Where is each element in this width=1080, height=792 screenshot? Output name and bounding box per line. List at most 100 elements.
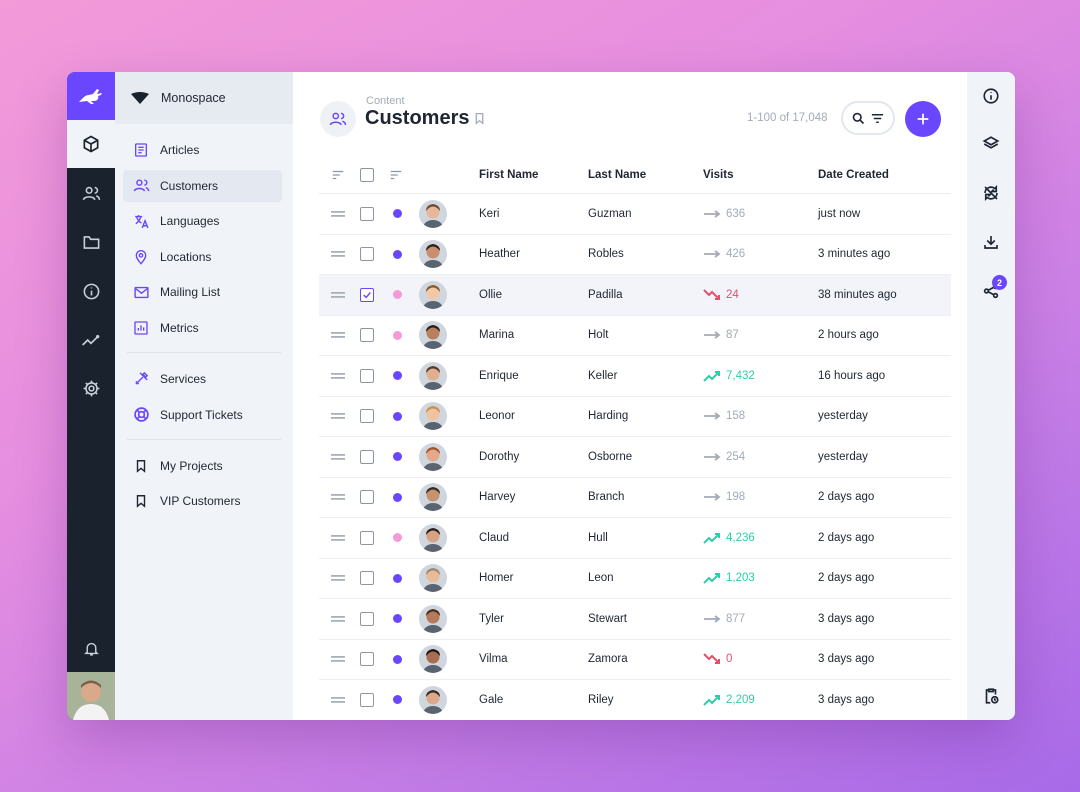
table-row[interactable]: Enrique Keller 7,432 16 hours ago [319, 356, 951, 397]
rabbit-logo-icon[interactable] [67, 72, 115, 120]
nav-item-mailing-list[interactable]: Mailing List [123, 276, 285, 308]
drag-handle-icon[interactable] [331, 235, 345, 275]
nav-item-support-tickets[interactable]: Support Tickets [123, 399, 285, 431]
trend-flat-icon [703, 492, 721, 502]
table-row[interactable]: Leonor Harding 158 yesterday [319, 397, 951, 437]
table-row[interactable]: Vilma Zamora 0 3 days ago [319, 640, 951, 680]
row-checkbox[interactable] [360, 449, 374, 464]
table-row[interactable]: Ollie Padilla 24 38 minutes ago [319, 275, 951, 316]
files-module-icon[interactable] [67, 218, 115, 266]
row-checkbox[interactable] [360, 530, 374, 545]
column-header-first-name[interactable]: First Name [479, 168, 539, 181]
share-icon[interactable]: 2 [967, 267, 1015, 315]
content-module-icon[interactable] [67, 120, 115, 168]
date-created-cell: 2 hours ago [818, 329, 879, 342]
row-checkbox[interactable] [360, 328, 374, 343]
info-module-icon[interactable] [67, 267, 115, 315]
row-checkbox[interactable] [360, 287, 374, 302]
nav-item-locations[interactable]: Locations [123, 241, 285, 273]
sort-icon[interactable] [331, 156, 345, 193]
drag-handle-icon[interactable] [331, 599, 345, 639]
table-row[interactable]: Gale Riley 2,209 3 days ago [319, 680, 951, 720]
column-header-date-created[interactable]: Date Created [818, 168, 889, 181]
download-icon[interactable] [967, 218, 1015, 266]
mail-icon [132, 283, 150, 301]
layout-options-icon[interactable] [389, 156, 403, 193]
drag-handle-icon[interactable] [331, 640, 345, 680]
first-name-cell: Dorothy [479, 450, 520, 463]
project-name: Monospace [161, 91, 226, 105]
drag-handle-icon[interactable] [331, 478, 345, 518]
row-checkbox[interactable] [360, 490, 374, 505]
table-row[interactable]: Claud Hull 4,236 2 days ago [319, 518, 951, 559]
column-header-last-name[interactable]: Last Name [588, 168, 647, 181]
row-checkbox[interactable] [360, 611, 374, 626]
search-filter-button[interactable] [841, 101, 895, 135]
drag-handle-icon[interactable] [331, 275, 345, 315]
sync-off-icon[interactable] [967, 169, 1015, 217]
first-name-cell: Homer [479, 572, 514, 585]
add-item-button[interactable] [905, 101, 941, 137]
drag-handle-icon[interactable] [331, 680, 345, 720]
bookmark-icon[interactable] [473, 111, 486, 131]
nav-item-articles[interactable]: Articles [123, 134, 285, 166]
nav-item-services[interactable]: Services [123, 363, 285, 395]
row-checkbox[interactable] [360, 571, 374, 586]
page-title: Customers [365, 107, 470, 129]
select-all-checkbox[interactable] [360, 167, 374, 182]
table-row[interactable]: Dorothy Osborne 254 yesterday [319, 437, 951, 478]
visits-value: 198 [726, 491, 746, 504]
row-checkbox[interactable] [360, 368, 374, 383]
last-name-cell: Holt [588, 329, 609, 342]
nav-item-my-projects[interactable]: My Projects [123, 450, 285, 482]
nav-item-metrics[interactable]: Metrics [123, 312, 285, 344]
tools-icon [132, 370, 150, 388]
drag-handle-icon[interactable] [331, 437, 345, 477]
drag-handle-icon[interactable] [331, 316, 345, 356]
nav-item-languages[interactable]: Languages [123, 205, 285, 237]
table-row[interactable]: Marina Holt 87 2 hours ago [319, 316, 951, 356]
settings-gear-icon[interactable] [67, 364, 115, 412]
nav-item-vip-customers[interactable]: VIP Customers [123, 485, 285, 517]
clipboard-history-icon[interactable] [967, 672, 1015, 720]
avatar [419, 240, 447, 269]
share-count-badge: 2 [992, 275, 1007, 290]
breadcrumb[interactable]: Content [366, 95, 405, 107]
drag-handle-icon[interactable] [331, 518, 345, 558]
first-name-cell: Vilma [479, 653, 508, 666]
table-row[interactable]: Homer Leon 1,203 2 days ago [319, 559, 951, 599]
drag-handle-icon[interactable] [331, 559, 345, 599]
nav-item-customers[interactable]: Customers [123, 169, 282, 202]
layers-icon[interactable] [967, 120, 1015, 168]
users-module-icon[interactable] [67, 169, 115, 217]
notifications-bell-icon[interactable] [67, 624, 115, 672]
last-name-cell: Osborne [588, 450, 633, 463]
first-name-cell: Keri [479, 207, 500, 220]
drag-handle-icon[interactable] [331, 397, 345, 437]
row-checkbox[interactable] [360, 247, 374, 262]
avatar [419, 442, 447, 471]
last-name-cell: Harding [588, 410, 629, 423]
visits-value: 426 [726, 248, 746, 261]
row-checkbox[interactable] [360, 692, 374, 707]
table-row[interactable]: Keri Guzman 636 just now [319, 194, 951, 235]
first-name-cell: Tyler [479, 612, 504, 625]
row-checkbox[interactable] [360, 409, 374, 424]
row-checkbox[interactable] [360, 652, 374, 667]
table-row[interactable]: Heather Robles 426 3 minutes ago [319, 235, 951, 275]
avatar [419, 361, 447, 390]
info-icon[interactable] [967, 72, 1015, 120]
current-user-avatar[interactable] [67, 672, 115, 720]
column-header-visits[interactable]: Visits [703, 168, 734, 181]
avatar [419, 321, 447, 350]
drag-handle-icon[interactable] [331, 356, 345, 396]
drag-handle-icon[interactable] [331, 194, 345, 234]
trend-up-icon [703, 532, 721, 544]
insights-module-icon[interactable] [67, 316, 115, 364]
row-checkbox[interactable] [360, 206, 374, 221]
table-row[interactable]: Tyler Stewart 877 3 days ago [319, 599, 951, 640]
table-row[interactable]: Harvey Branch 198 2 days ago [319, 478, 951, 518]
project-switcher[interactable]: Monospace [115, 72, 293, 124]
trend-flat-icon [703, 411, 721, 421]
status-dot [393, 695, 402, 705]
